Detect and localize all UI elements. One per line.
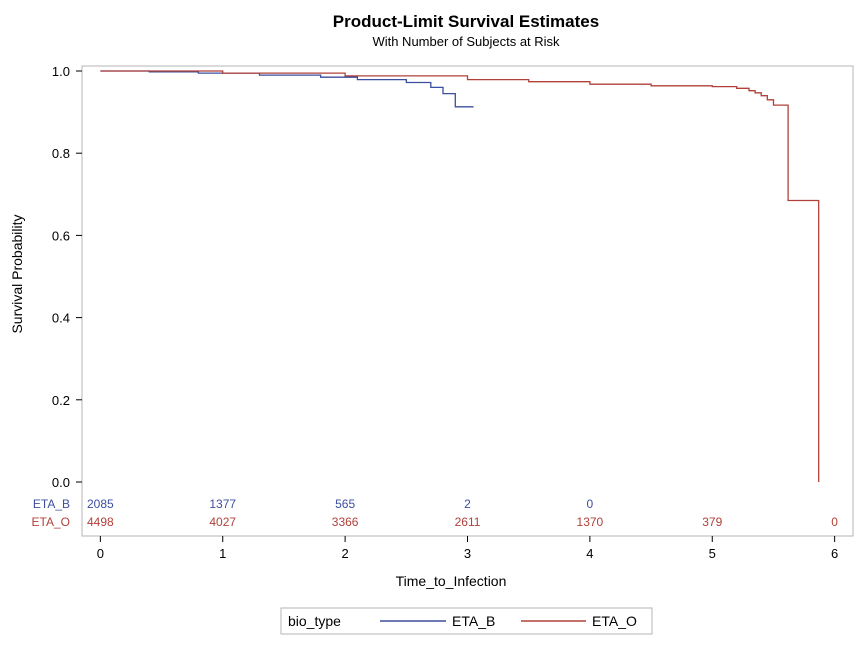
plot-frame xyxy=(81,65,854,537)
x-tick-label: 3 xyxy=(464,546,471,561)
y-tick-label: 0.0 xyxy=(52,475,70,490)
chart-subtitle: With Number of Subjects at Risk xyxy=(372,34,560,49)
x-tick-label: 2 xyxy=(342,546,349,561)
risk-count: 1377 xyxy=(209,497,236,511)
risk-count: 4027 xyxy=(209,515,236,529)
risk-count: 1370 xyxy=(577,515,604,529)
at-risk-table: ETA_B 2085 1377 565 2 0 ETA_O 4498 4027 3366 2611 1… xyxy=(32,497,839,529)
series-line-eta-b xyxy=(100,70,474,108)
survival-curves xyxy=(100,70,820,482)
y-tick-label: 0.6 xyxy=(52,228,70,243)
legend-title: bio_type xyxy=(288,613,341,629)
risk-count: 2611 xyxy=(455,515,481,529)
risk-row-label: ETA_O xyxy=(32,515,70,529)
x-tick-label: 1 xyxy=(219,546,226,561)
legend: bio_type ETA_B ETA_O xyxy=(280,607,653,635)
risk-count: 0 xyxy=(587,497,594,511)
risk-count: 2085 xyxy=(87,497,114,511)
y-tick-label: 0.8 xyxy=(52,146,70,161)
x-axis: 0 1 2 3 4 5 6 xyxy=(97,536,838,561)
series-line-eta-o xyxy=(100,70,820,482)
y-axis: 0.0 0.2 0.4 0.6 0.8 1.0 xyxy=(52,64,82,490)
y-tick-label: 0.4 xyxy=(52,311,70,326)
x-tick-label: 5 xyxy=(709,546,716,561)
risk-row-label: ETA_B xyxy=(33,497,70,511)
risk-count: 4498 xyxy=(87,515,114,529)
x-tick-label: 4 xyxy=(586,546,593,561)
x-tick-label: 0 xyxy=(97,546,104,561)
legend-label-eta-o: ETA_O xyxy=(592,613,637,629)
chart-title: Product-Limit Survival Estimates xyxy=(333,12,599,31)
x-axis-label: Time_to_Infection xyxy=(396,573,507,589)
risk-count: 2 xyxy=(464,497,471,511)
legend-label-eta-b: ETA_B xyxy=(452,613,495,629)
y-axis-label: Survival Probability xyxy=(9,214,25,333)
x-tick-label: 6 xyxy=(831,546,838,561)
risk-count: 0 xyxy=(831,515,838,529)
y-tick-label: 1.0 xyxy=(52,64,70,79)
risk-count: 3366 xyxy=(332,515,359,529)
risk-count: 565 xyxy=(335,497,355,511)
risk-count: 379 xyxy=(702,515,722,529)
legend-box xyxy=(280,607,653,635)
y-tick-label: 0.2 xyxy=(52,393,70,408)
